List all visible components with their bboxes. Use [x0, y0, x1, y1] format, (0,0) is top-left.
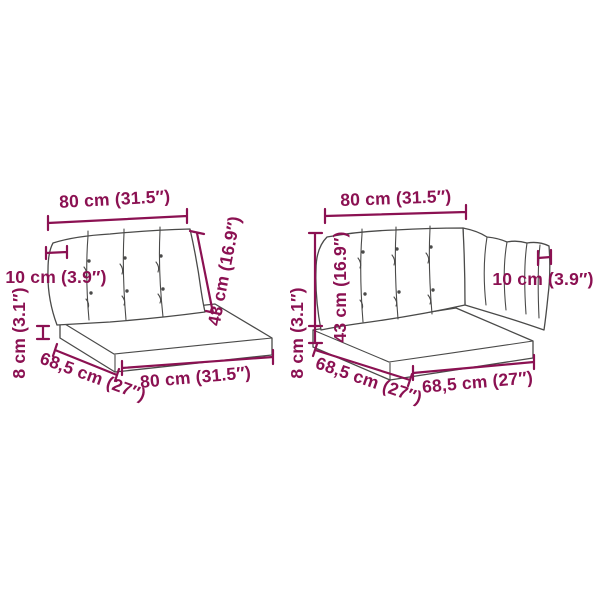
dimension-line	[411, 353, 536, 382]
button-dot	[125, 289, 129, 293]
dimension-line	[311, 342, 414, 388]
wrinkle-marks	[83, 261, 162, 309]
seam-line	[524, 242, 528, 315]
dimension-back-thickness: 10 cm (3.9″)	[5, 244, 106, 287]
wrinkle-line	[393, 296, 398, 307]
wrinkle-line	[119, 263, 124, 275]
dimension-seat-thickness: 8 cm (3.1″)	[9, 287, 51, 379]
wrinkle-marks	[357, 252, 432, 310]
seam-line	[158, 226, 164, 318]
seam-line	[483, 236, 488, 306]
seam-line	[503, 241, 508, 311]
side-back-cushion-drawing	[462, 227, 551, 331]
seam-line	[360, 228, 364, 323]
wrinkle-line	[155, 261, 160, 273]
dimension-bracket	[44, 244, 69, 261]
wrinkle-line	[391, 254, 396, 266]
dimension-label-back-width: 80 cm (31.5″)	[340, 186, 452, 210]
dimension-label-back-width: 80 cm (31.5″)	[59, 186, 171, 212]
dimension-height-stack: 43 cm (16.9″) 8 cm (3.1″)	[287, 231, 350, 378]
dimension-bracket	[536, 248, 553, 267]
button-dot	[395, 247, 399, 251]
button-dot	[159, 254, 163, 258]
wrinkle-line	[85, 298, 90, 309]
wrinkle-line	[121, 295, 126, 306]
dimension-line	[188, 229, 222, 316]
seam-line	[537, 244, 541, 319]
dimension-label-back-height: 43 cm (16.9″)	[204, 214, 245, 327]
seam-line	[394, 226, 399, 320]
button-dot	[431, 288, 435, 292]
dimension-label-seat-thickness: 8 cm (3.1″)	[287, 287, 307, 378]
button-dot	[363, 292, 367, 296]
button-dot	[429, 245, 433, 249]
dimension-label-seat-thickness: 8 cm (3.1″)	[9, 287, 29, 378]
figure-straight-cushion-set: 80 cm (31.5″) 10 cm (3.9″) 43 cm (16.9″)…	[5, 186, 275, 405]
button-dot	[123, 256, 127, 260]
dimension-line	[35, 324, 51, 341]
dimension-line	[51, 342, 121, 383]
dimension-line	[120, 348, 275, 377]
button-dot	[87, 259, 91, 263]
dimension-line	[307, 231, 324, 345]
dimension-label-back-thickness: 10 cm (3.9″)	[5, 267, 106, 287]
button-dot	[89, 291, 93, 295]
back-cushion-drawing	[315, 225, 466, 331]
dimension-label-back-height: 43 cm (16.9″)	[330, 231, 350, 342]
dimension-back-width: 80 cm (31.5″)	[46, 186, 189, 232]
wrinkle-line	[425, 252, 430, 264]
tufting-buttons	[87, 254, 165, 295]
button-dot	[397, 290, 401, 294]
dimension-back-width: 80 cm (31.5″)	[323, 186, 468, 225]
seat-cushion-edges	[312, 329, 534, 381]
seam-line	[428, 225, 433, 315]
tufting-seams	[360, 225, 433, 323]
wrinkle-line	[427, 294, 432, 305]
dimension-label-back-thickness: 10 cm (3.9″)	[492, 269, 593, 289]
seam-line	[122, 228, 127, 321]
wrinkle-line	[157, 293, 162, 304]
seat-cushion-edges	[59, 320, 273, 373]
figure-corner-cushion-set: 80 cm (31.5″) 43 cm (16.9″) 8 cm (3.1″) …	[287, 186, 593, 408]
dimension-line	[46, 207, 189, 232]
wrinkle-line	[359, 299, 364, 310]
tufting-buttons	[361, 245, 435, 296]
button-dot	[361, 250, 365, 254]
back-cushion-drawing	[47, 226, 206, 326]
dimension-line	[323, 203, 468, 225]
tufting-seams	[483, 236, 541, 319]
seat-cushion-drawing	[312, 307, 534, 381]
wrinkle-line	[83, 266, 88, 278]
button-dot	[161, 287, 165, 291]
wrinkle-line	[357, 257, 362, 269]
dimension-back-thickness: 10 cm (3.9″)	[492, 248, 593, 289]
